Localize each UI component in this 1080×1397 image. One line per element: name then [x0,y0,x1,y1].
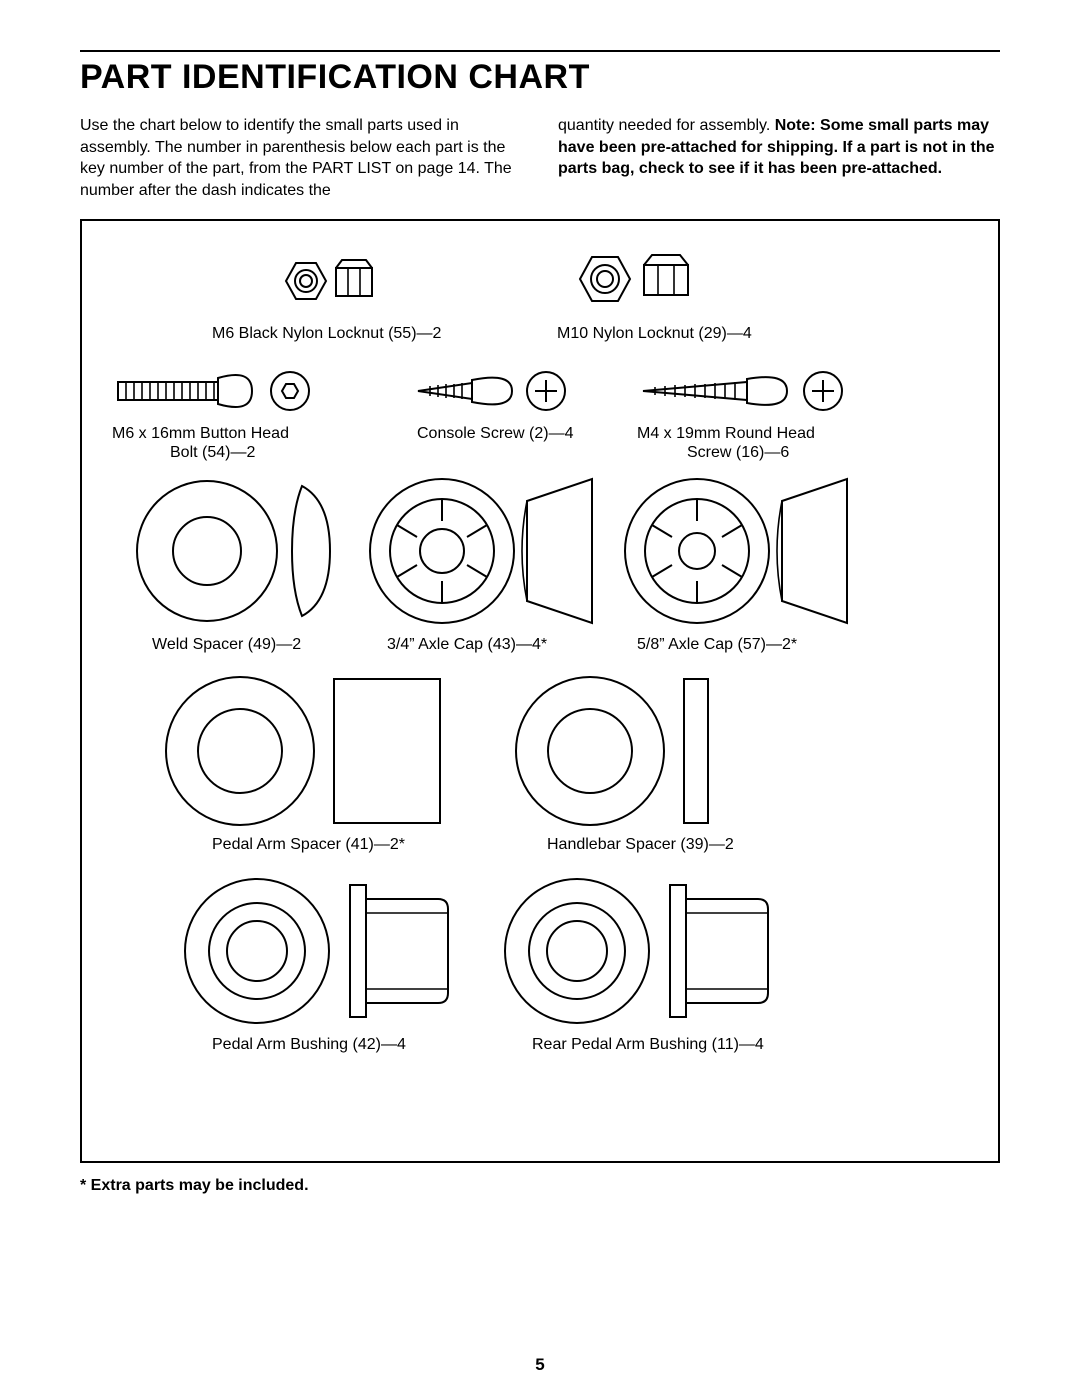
m6-bolt-label2: Bolt (54)—2 [170,443,255,463]
pedal-spacer-label: Pedal Arm Spacer (41)—2* [212,835,405,855]
chart-box: M6 Black Nylon Locknut (55)—2 M10 Nylon … [80,219,1000,1163]
rear-bushing-icon [502,871,772,1031]
m10-locknut-icon [562,239,702,319]
axle-58-icon [622,471,852,631]
m4-screw-label2: Screw (16)—6 [687,443,789,463]
handle-spacer-label: Handlebar Spacer (39)—2 [547,835,734,855]
axle-58-label: 5/8” Axle Cap (57)—2* [637,635,797,655]
pedal-bushing-label: Pedal Arm Bushing (42)—4 [212,1035,406,1055]
handle-spacer-icon [512,671,722,831]
page-title: PART IDENTIFICATION CHART [80,58,1000,97]
pedal-bushing-icon [182,871,452,1031]
weld-spacer-icon [132,471,332,631]
intro-left: Use the chart below to identify the smal… [80,115,522,201]
m6-locknut-icon [272,246,392,316]
page: PART IDENTIFICATION CHART Use the chart … [0,0,1080,1397]
axle-34-icon [367,471,597,631]
footnote: * Extra parts may be included. [80,1177,1000,1195]
axle-34-label: 3/4” Axle Cap (43)—4* [387,635,547,655]
m6-bolt-icon [112,366,332,416]
m4-screw-label1: M4 x 19mm Round Head [637,424,815,444]
top-rule [80,50,1000,52]
console-screw-label: Console Screw (2)—4 [417,424,574,444]
weld-spacer-label: Weld Spacer (49)—2 [152,635,301,655]
rear-bushing-label: Rear Pedal Arm Bushing (11)—4 [532,1035,764,1055]
intro-text: Use the chart below to identify the smal… [80,115,1000,201]
m6-bolt-label1: M6 x 16mm Button Head [112,424,289,444]
intro-right-plain: quantity needed for assembly. [558,117,775,134]
m6-locknut-label: M6 Black Nylon Locknut (55)—2 [212,324,441,344]
intro-right: quantity needed for assembly. Note: Some… [558,115,1000,201]
page-number: 5 [0,1355,1080,1375]
console-screw-icon [412,366,592,416]
pedal-spacer-icon [162,671,452,831]
m4-screw-icon [637,366,857,416]
m10-locknut-label: M10 Nylon Locknut (29)—4 [557,324,752,344]
